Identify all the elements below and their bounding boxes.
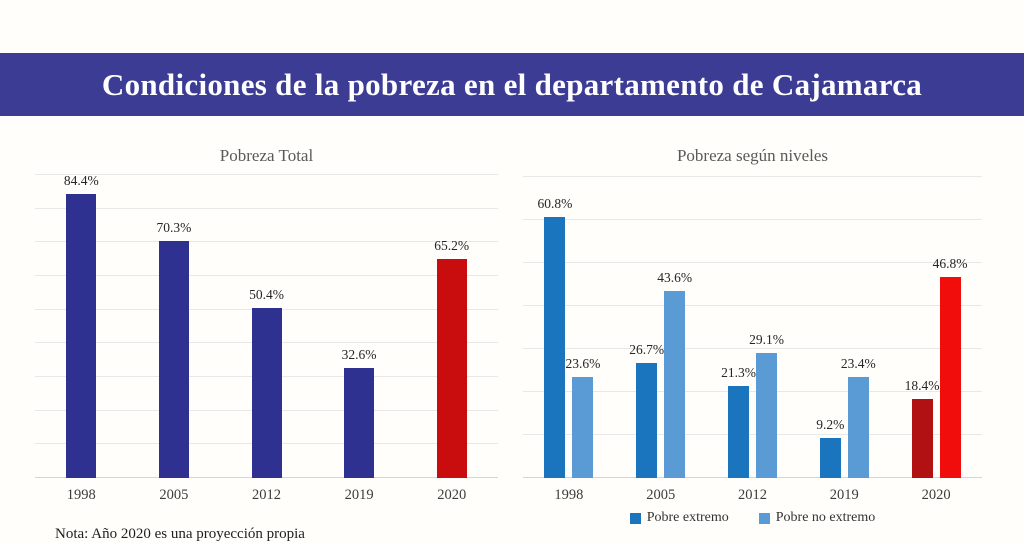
bar <box>251 308 282 478</box>
legend-item-pobre-no-extremo: Pobre no extremo <box>758 510 876 526</box>
gridline <box>523 219 982 220</box>
bar-value-label: 70.3% <box>156 220 192 236</box>
x-tick-label: 2019 <box>829 487 859 503</box>
x-tick-label: 2012 <box>738 487 767 503</box>
x-tick-label: 2012 <box>252 487 281 503</box>
bar <box>847 377 869 478</box>
bar-value-label: 65.2% <box>434 237 470 253</box>
plot-area-pobreza-segun-niveles: 1998 60.8% 23.6% 2005 26.7% 43.6% 2012 21.3% 29.… <box>523 176 982 503</box>
bar-value-label: 9.2% <box>816 417 845 433</box>
legend: Pobre extremo Pobre no extremo <box>523 510 982 526</box>
gridline <box>523 391 982 392</box>
x-tick-label: 2005 <box>159 487 189 503</box>
bar-value-label: 29.1% <box>749 331 784 347</box>
bar-value-label: 23.6% <box>565 355 601 371</box>
bar <box>756 352 777 478</box>
bar <box>664 290 686 478</box>
chart-title-pobreza-segun-niveles: Pobreza según niveles <box>676 146 829 165</box>
x-tick-label: 1998 <box>554 487 584 503</box>
bar <box>572 376 594 478</box>
gridline <box>523 305 982 306</box>
bar-value-label: 43.6% <box>657 269 693 285</box>
legend-label: Pobre no extremo <box>775 510 876 525</box>
x-tick-label: 2019 <box>344 487 374 503</box>
bar <box>939 276 961 478</box>
bar <box>728 386 749 478</box>
bar-value-label: 32.6% <box>341 347 377 363</box>
bar <box>158 241 189 478</box>
bar <box>636 363 658 478</box>
gridline <box>35 174 498 175</box>
legend-swatch-icon <box>629 512 641 524</box>
x-tick-label: 2020 <box>921 487 951 503</box>
bar-value-label: 26.7% <box>629 342 665 358</box>
gridline <box>35 275 498 276</box>
bar-value-label: 46.8% <box>932 255 968 271</box>
legend-swatch-icon <box>758 512 770 524</box>
gridline <box>523 434 982 435</box>
bar <box>66 193 97 478</box>
bar-value-label: 23.4% <box>840 356 876 372</box>
bar <box>436 258 467 478</box>
bar-value-label: 21.3% <box>721 365 756 381</box>
gridline <box>523 176 982 177</box>
chart-title-pobreza-total: Pobreza Total <box>219 146 314 165</box>
bar-value-label: 18.4% <box>904 377 940 393</box>
x-axis-line <box>523 477 982 478</box>
x-tick-label: 1998 <box>66 487 96 503</box>
bar <box>344 368 375 478</box>
bar-value-label: 50.4% <box>249 287 284 303</box>
bar <box>819 438 841 478</box>
bar-value-label: 84.4% <box>63 172 99 188</box>
footnote: Nota: Año 2020 es una proyección propia <box>55 526 305 542</box>
gridline <box>523 262 982 263</box>
bar-value-label: 60.8% <box>537 195 573 211</box>
gridline <box>523 348 982 349</box>
legend-label: Pobre extremo <box>646 510 729 525</box>
x-tick-label: 2005 <box>646 487 676 503</box>
gridline <box>35 241 498 243</box>
title-banner: Condiciones de la pobreza en el departam… <box>0 53 1024 116</box>
legend-item-pobre-extremo: Pobre extremo <box>629 510 729 526</box>
x-tick-label: 2020 <box>437 487 467 503</box>
bar <box>544 216 566 478</box>
bar <box>911 398 933 478</box>
page-title: Condiciones de la pobreza en el departam… <box>101 66 923 102</box>
plot-area-pobreza-total: 1998 84.4% 2005 70.3% 2012 50.4% 2019 32.6% 2020… <box>35 172 498 503</box>
gridline <box>35 207 498 209</box>
